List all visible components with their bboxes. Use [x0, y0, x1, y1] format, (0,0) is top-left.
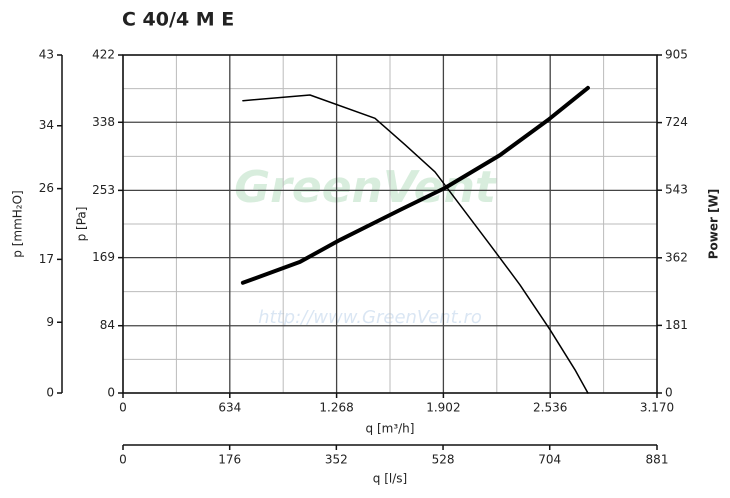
y-axis-label: p [Pa] — [75, 207, 89, 242]
x2-tick-label: 0 — [119, 453, 127, 467]
y-tick-label: 169 — [92, 250, 115, 264]
chart-title: C 40/4 M E — [122, 9, 234, 31]
x2-tick-label: 176 — [218, 453, 241, 467]
y-tick-label: 84 — [100, 318, 115, 332]
x2-tick-label: 881 — [646, 453, 669, 467]
plot-frame — [122, 54, 658, 394]
y-tick-label: 253 — [92, 183, 115, 197]
watermark: GreenVent — [234, 162, 498, 213]
y2-tick-label: 0 — [665, 386, 673, 400]
x-tick-label: 634 — [218, 401, 241, 415]
curve — [242, 94, 589, 394]
y2-axis-label: Power [W] — [707, 189, 721, 260]
y3-axis-label: p [mmH₂O] — [11, 190, 25, 257]
x-tick-label: 1.902 — [426, 401, 460, 415]
y2-tick-label: 724 — [665, 115, 688, 129]
curve — [240, 85, 590, 285]
y3-tick-label: 0 — [46, 386, 54, 400]
y2-tick-label: 181 — [665, 318, 688, 332]
y3-tick-label: 26 — [39, 181, 54, 195]
y2-tick-label: 543 — [665, 183, 688, 197]
y2-tick-label: 905 — [665, 48, 688, 62]
x-tick-label: 1.268 — [319, 401, 353, 415]
x2-tick-label: 704 — [538, 453, 561, 467]
y3-tick-label: 34 — [39, 118, 54, 132]
watermark-url: http://www.GreenVent.ro — [258, 307, 482, 328]
x-tick-label: 3.170 — [640, 401, 674, 415]
y3-tick-label: 43 — [39, 48, 54, 62]
x-tick-label: 2.536 — [533, 401, 567, 415]
x2-tick-label: 352 — [325, 453, 348, 467]
y-tick-label: 0 — [107, 386, 115, 400]
x2-axis-label: q [l/s] — [373, 472, 407, 486]
y-tick-label: 338 — [92, 115, 115, 129]
y2-tick-label: 362 — [665, 250, 688, 264]
x-tick-label: 0 — [119, 401, 127, 415]
x-axis-label: q [m³/h] — [366, 422, 415, 436]
x2-tick-label: 528 — [432, 453, 455, 467]
y-tick-label: 422 — [92, 48, 115, 62]
y3-tick-label: 9 — [46, 315, 54, 329]
y3-tick-label: 17 — [39, 252, 54, 266]
